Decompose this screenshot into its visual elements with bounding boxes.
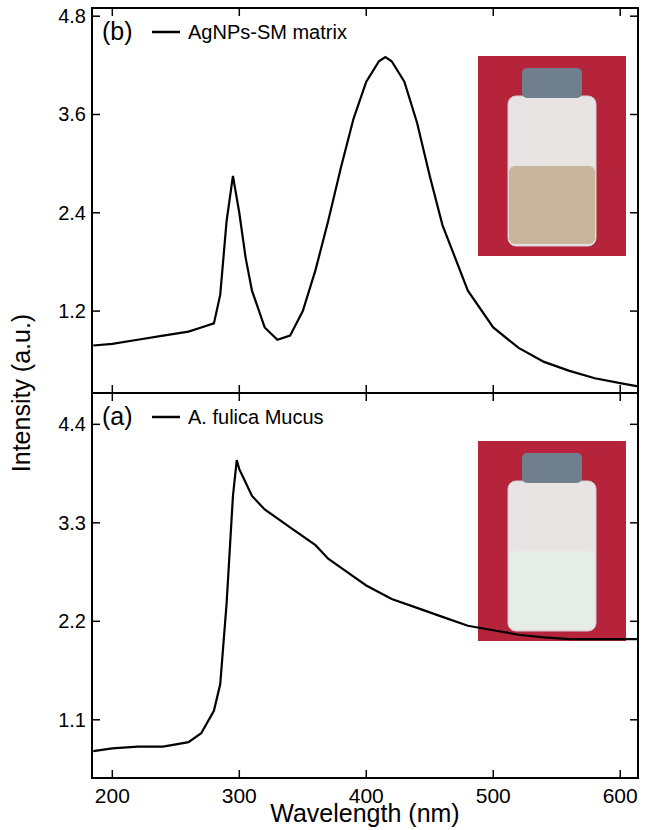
y-tick-label: 2.4 — [58, 202, 86, 224]
x-tick — [112, 770, 114, 778]
y-tick-label: 3.6 — [58, 103, 86, 125]
legend-line — [152, 31, 180, 34]
x-tick-top — [492, 393, 494, 401]
y-tick-right — [630, 15, 638, 17]
y-tick-right — [630, 424, 638, 426]
x-tick-top — [239, 8, 241, 16]
y-tick — [92, 114, 100, 116]
y-tick — [92, 522, 100, 524]
legend-label: AgNPs-SM matrix — [188, 21, 347, 43]
plot-area — [93, 460, 638, 751]
inset-photo — [478, 56, 626, 256]
panel-label: (b) — [102, 17, 133, 45]
x-tick — [492, 385, 494, 393]
x-tick — [619, 770, 621, 778]
x-axis-title: Wavelength (nm) — [270, 799, 459, 827]
y-tick-right — [630, 621, 638, 623]
figure: 1.22.43.64.8(b)AgNPs-SM matrix2003004005… — [0, 0, 647, 830]
y-tick — [92, 310, 100, 312]
frame — [92, 393, 638, 778]
x-tick — [366, 770, 368, 778]
frame — [92, 8, 638, 393]
inset-background — [478, 441, 626, 641]
legend-label: A. fulica Mucus — [188, 406, 324, 428]
panel-label: (a) — [102, 402, 133, 430]
y-axis-title: Intensity (a.u.) — [7, 314, 35, 472]
vial-cap — [522, 453, 582, 483]
x-tick-top — [492, 8, 494, 16]
plot-area — [93, 57, 638, 386]
x-tick-top — [239, 393, 241, 401]
y-tick — [92, 15, 100, 17]
inset-background — [478, 56, 626, 256]
x-tick-top — [619, 8, 621, 16]
y-tick — [92, 212, 100, 214]
x-tick — [239, 385, 241, 393]
y-tick-right — [630, 114, 638, 116]
vial — [508, 481, 596, 631]
series-line — [93, 57, 638, 386]
vial-cap — [522, 68, 582, 98]
x-tick-top — [366, 393, 368, 401]
y-tick-label: 2.2 — [58, 610, 86, 632]
x-tick-top — [112, 393, 114, 401]
y-tick-right — [630, 522, 638, 524]
y-tick-right — [630, 719, 638, 721]
y-tick-label: 4.8 — [58, 5, 86, 27]
series-line — [93, 460, 638, 751]
x-tick — [239, 770, 241, 778]
x-tick-top — [619, 393, 621, 401]
x-tick-top — [366, 8, 368, 16]
x-tick-label: 500 — [476, 784, 511, 807]
vial-liquid — [509, 551, 595, 629]
x-tick-label: 600 — [603, 784, 638, 807]
x-tick — [112, 385, 114, 393]
y-tick — [92, 621, 100, 623]
y-tick — [92, 424, 100, 426]
panel: 1.2 2.4 3.6 4.8 (b) AgNPs-SM matrix — [58, 5, 638, 393]
y-tick-label: 1.1 — [58, 709, 86, 731]
vial-liquid — [509, 166, 595, 244]
x-tick — [366, 385, 368, 393]
y-tick — [92, 719, 100, 721]
x-tick — [492, 770, 494, 778]
panel: 2003004005006001.12.23.34.4(a)A. fulica … — [7, 314, 638, 827]
y-tick-right — [630, 310, 638, 312]
legend-line — [152, 416, 180, 419]
x-tick-top — [112, 8, 114, 16]
x-tick-label: 300 — [222, 784, 257, 807]
y-tick-label: 4.4 — [58, 413, 86, 435]
y-tick-label: 3.3 — [58, 512, 86, 534]
x-tick — [619, 385, 621, 393]
y-tick-label: 1.2 — [58, 300, 86, 322]
x-tick-label: 200 — [95, 784, 130, 807]
inset-photo — [478, 441, 626, 641]
y-tick-right — [630, 212, 638, 214]
vial — [508, 96, 596, 246]
